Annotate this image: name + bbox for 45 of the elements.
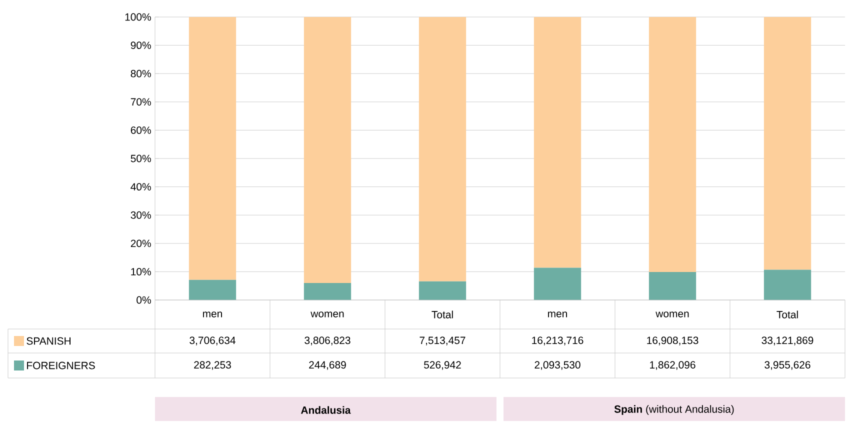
bar xyxy=(304,283,352,300)
x-tick-label: women xyxy=(656,312,689,318)
bar xyxy=(418,16,466,282)
y-tick-label: 40% xyxy=(130,183,151,191)
y-tick-label: 70% xyxy=(130,98,151,106)
y-tick-label: 60% xyxy=(130,126,151,134)
bar xyxy=(304,16,352,284)
bar xyxy=(648,272,696,300)
text: 7,513,457 xyxy=(420,336,466,346)
bar xyxy=(418,281,466,300)
text: Andalusia xyxy=(300,406,351,414)
text: 3,955,626 xyxy=(764,361,810,370)
bar xyxy=(534,268,582,300)
text: 33,121,869 xyxy=(762,336,814,346)
x-tick-label: women xyxy=(310,312,344,318)
text: 526,942 xyxy=(424,361,461,370)
x-tick-label: men xyxy=(548,312,567,318)
y-tick-label: 100% xyxy=(125,13,151,21)
x-tick-label: men xyxy=(203,312,222,318)
bar xyxy=(188,16,236,280)
y-tick-label: 20% xyxy=(130,240,151,248)
y-tick-label: 30% xyxy=(130,211,151,219)
text: 2,093,530 xyxy=(534,361,580,370)
bar xyxy=(764,16,812,270)
y-tick-label: 90% xyxy=(130,42,151,50)
y-tick-label: 50% xyxy=(130,154,151,162)
bar xyxy=(648,16,696,272)
bar xyxy=(188,280,236,300)
text: 3,706,634 xyxy=(190,336,236,346)
bar xyxy=(534,16,582,268)
text: 16,908,153 xyxy=(647,336,698,346)
bar xyxy=(764,270,812,300)
text: 1,862,096 xyxy=(650,361,696,370)
y-tick-label: 10% xyxy=(131,268,151,276)
text: Spain (without Andalusia) xyxy=(614,405,734,415)
y-tick-label: 0% xyxy=(136,296,151,304)
legend-label: SPANISH xyxy=(26,337,71,345)
y-tick-label: 80% xyxy=(130,70,151,78)
x-tick-label: Total xyxy=(776,310,798,318)
text: 16,213,716 xyxy=(532,336,584,346)
legend-label: FOREIGNERS xyxy=(27,362,95,370)
text: 3,806,823 xyxy=(304,336,350,346)
text: 282,253 xyxy=(194,361,231,370)
x-tick-label: Total xyxy=(432,310,453,318)
text: 244,689 xyxy=(309,361,346,370)
